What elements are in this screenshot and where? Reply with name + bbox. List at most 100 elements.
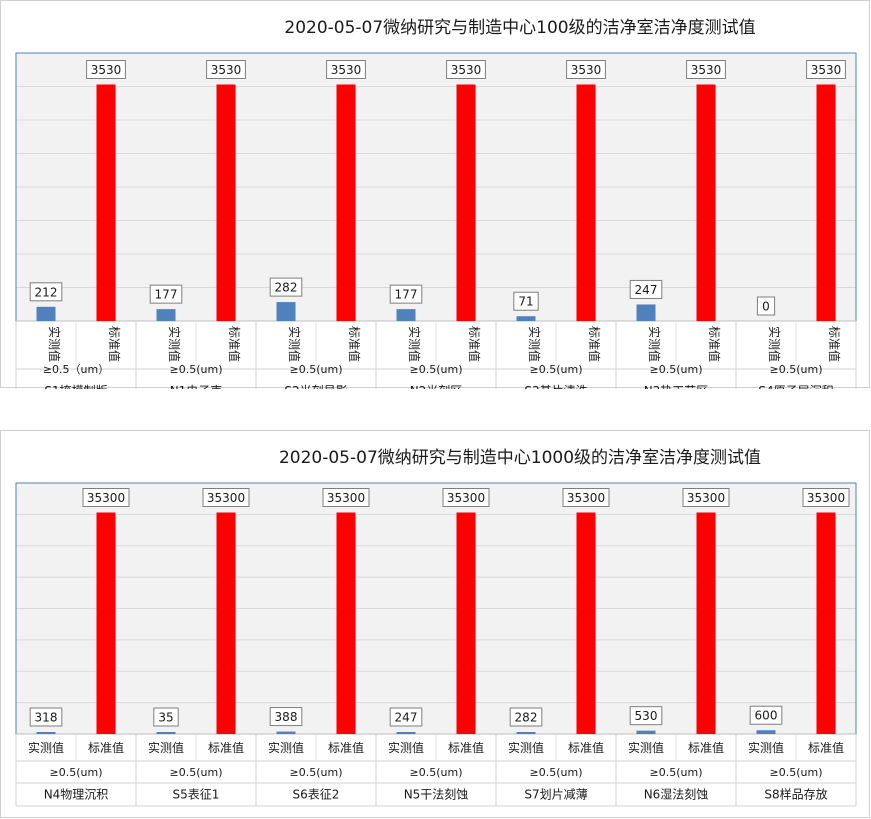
data-label-box xyxy=(202,487,250,507)
data-label-box xyxy=(149,284,183,304)
bar-standard xyxy=(696,512,716,734)
data-label: 247 xyxy=(635,283,658,297)
bar-standard xyxy=(456,84,476,322)
series-label: 标准值 xyxy=(107,326,122,362)
data-label-box xyxy=(389,707,423,727)
data-label-box xyxy=(269,277,303,297)
series-label: 实测值 xyxy=(148,740,184,755)
data-label-box xyxy=(326,59,366,79)
data-label-box xyxy=(806,59,846,79)
data-label: 35300 xyxy=(207,491,245,505)
data-label-box xyxy=(562,487,610,507)
data-label: 388 xyxy=(275,710,298,724)
particle-size-label: ≥0.5(um) xyxy=(650,766,703,779)
room-label: S8样品存放 xyxy=(764,787,827,802)
bar-measured xyxy=(36,306,56,321)
series-label: 标准值 xyxy=(88,740,124,755)
data-label: 35300 xyxy=(87,491,125,505)
chart-panel-1000: 2020-05-07微纳研究与制造中心1000级的洁净室洁净度测试值 318 35… xyxy=(0,430,870,818)
bar-measured xyxy=(396,732,416,734)
data-label-box xyxy=(29,707,63,727)
series-label: 标准值 xyxy=(568,740,604,755)
bar-standard xyxy=(816,512,836,734)
particle-size-label: ≥0.5(um) xyxy=(290,363,343,376)
chart-title: 2020-05-07微纳研究与制造中心1000级的洁净室洁净度测试值 xyxy=(278,448,762,468)
bar-standard xyxy=(336,512,356,734)
series-label: 实测值 xyxy=(28,740,64,755)
room-label: S4原子层沉积 xyxy=(758,384,833,389)
bar-measured xyxy=(636,730,656,734)
data-label: 0 xyxy=(762,300,770,314)
room-label: N4物理沉积 xyxy=(44,788,109,802)
series-label: 标准值 xyxy=(208,740,244,755)
chart-svg: 2123530实测值标准值≥0.5（um）S1掩模制版1773530实测值标准值… xyxy=(15,52,857,389)
particle-size-label: ≥0.5(um) xyxy=(410,766,463,779)
series-label: 标准值 xyxy=(707,326,722,362)
series-label: 实测值 xyxy=(268,740,304,755)
bar-standard xyxy=(576,512,596,734)
particle-size-label: ≥0.5(um) xyxy=(530,363,583,376)
series-label: 实测值 xyxy=(527,326,542,362)
bar-standard xyxy=(96,512,116,734)
data-label: 35300 xyxy=(807,491,845,505)
data-label-box xyxy=(802,487,850,507)
chart-title: 2020-05-07微纳研究与制造中心100级的洁净室洁净度测试值 xyxy=(284,18,756,38)
series-label: 实测值 xyxy=(628,740,664,755)
data-label: 212 xyxy=(35,285,58,299)
data-label: 3530 xyxy=(331,63,362,77)
data-label-box xyxy=(566,59,606,79)
room-label: S2光刻显影 xyxy=(284,384,347,389)
data-label: 530 xyxy=(635,709,658,723)
room-label: N2光刻区 xyxy=(410,384,463,389)
data-label-box xyxy=(682,487,730,507)
data-label: 177 xyxy=(155,288,178,302)
particle-size-label: ≥0.5(um) xyxy=(770,766,823,779)
bar-standard xyxy=(816,84,836,322)
data-label-box xyxy=(756,296,776,316)
data-label: 3530 xyxy=(91,63,122,77)
data-label-box xyxy=(442,487,490,507)
room-label: S3基片清洗 xyxy=(524,384,587,389)
data-label-box xyxy=(629,706,663,726)
particle-size-label: ≥0.5(um) xyxy=(530,766,583,779)
bar-standard xyxy=(336,84,356,322)
particle-size-label: ≥0.5（um） xyxy=(43,363,109,376)
chart-svg: 318 35300 实测值 标准值 ≥0.5(um) N4物理沉积 35 35300 实测值 标准… xyxy=(15,482,857,807)
series-label: 标准值 xyxy=(827,326,842,362)
data-label: 35300 xyxy=(447,491,485,505)
chart-panel-100: 2020-05-07微纳研究与制造中心100级的洁净室洁净度测试值 212 353… xyxy=(0,0,870,389)
series-label: 实测值 xyxy=(287,326,302,362)
data-label: 71 xyxy=(518,295,533,309)
bar-standard xyxy=(576,84,596,322)
bar-standard xyxy=(456,512,476,734)
data-label: 600 xyxy=(755,709,778,723)
room-label: N5干法刻蚀 xyxy=(404,788,469,802)
series-label: 标准值 xyxy=(688,740,724,755)
bar-standard xyxy=(696,84,716,322)
data-label-box xyxy=(322,487,370,507)
series-label: 实测值 xyxy=(167,326,182,362)
series-label: 实测值 xyxy=(748,740,784,755)
room-label: N3热工艺区 xyxy=(644,384,709,389)
particle-size-label: ≥0.5(um) xyxy=(770,363,823,376)
bar-standard xyxy=(216,84,236,322)
particle-size-label: ≥0.5(um) xyxy=(50,766,103,779)
series-label: 标准值 xyxy=(347,326,362,362)
data-label: 318 xyxy=(35,711,58,725)
bar-measured xyxy=(396,309,416,321)
particle-size-label: ≥0.5(um) xyxy=(170,363,223,376)
series-label: 标准值 xyxy=(227,326,242,362)
particle-size-label: ≥0.5(um) xyxy=(170,766,223,779)
room-label: S1掩模制版 xyxy=(44,384,107,389)
data-label: 3530 xyxy=(811,63,842,77)
data-label-box xyxy=(269,707,303,727)
data-label-box xyxy=(86,59,126,79)
bar-measured xyxy=(36,732,56,734)
room-label: N1电子束 xyxy=(170,384,223,389)
bar-measured xyxy=(636,304,656,321)
series-label: 标准值 xyxy=(448,740,484,755)
data-label-box xyxy=(629,279,663,299)
data-label: 35 xyxy=(158,711,173,725)
data-label: 3530 xyxy=(691,63,722,77)
data-label-box xyxy=(206,59,246,79)
